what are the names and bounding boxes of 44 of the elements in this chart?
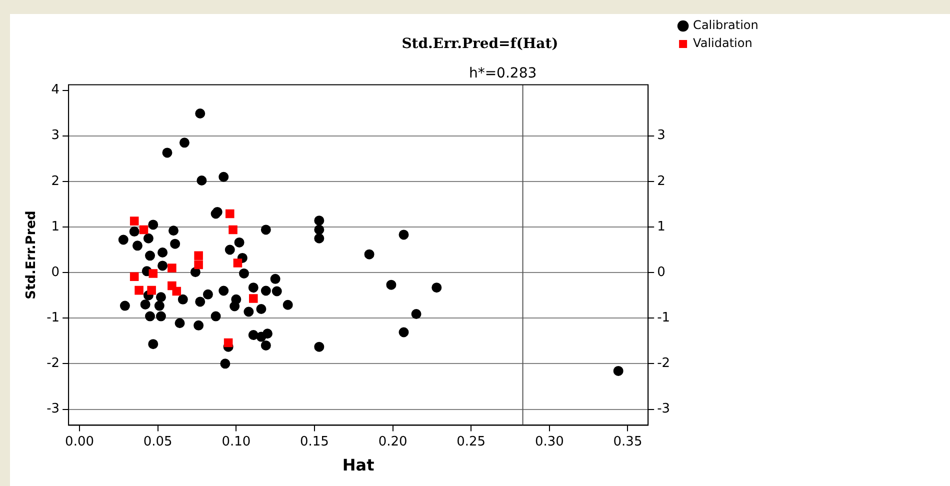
point [139,225,148,234]
point [130,272,139,282]
x-axis-title: Hat [342,456,375,475]
x-tick-label: 0.10 [222,434,251,450]
point [194,260,203,270]
x-tick-label: 0.05 [143,434,172,450]
y2-tick-label: -2 [657,356,670,372]
y2-tick-label: -1 [657,310,670,326]
y-tick-label: 4 [51,82,60,98]
point [172,286,182,296]
y-tick-label: -1 [46,310,60,326]
point [134,286,144,295]
y-tick-label: 1 [51,219,60,234]
point [228,225,238,234]
y-tick-label: 2 [51,174,60,189]
chart-title: Std.Err.Pred=f(Hat) [402,36,558,52]
point [148,269,158,278]
x-tick-label: 0.25 [456,434,486,450]
x-tick-label: 0.35 [613,434,642,450]
legend-label: Validation [693,36,924,50]
y2-tick-label: 2 [657,174,666,189]
point [249,294,258,303]
point [168,264,176,272]
point [194,251,203,260]
x-tick-label: 0.00 [65,434,94,450]
y-tick-label: 3 [51,128,60,144]
y2-tick-label: 3 [657,128,666,144]
y2-tick-label: 1 [657,219,666,234]
y-tick-label: -3 [46,402,60,417]
ref-line-label: h*=0.283 [468,65,537,82]
y-axis-title: Std.Err.Pred [24,210,40,300]
y-tick-label: -2 [46,356,60,372]
x-tick-label: 0.30 [534,434,564,450]
y2-tick-label: 0 [657,264,666,280]
point [224,338,233,348]
point [226,209,234,218]
x-tick-label: 0.15 [300,434,329,450]
point [130,216,139,226]
x-tick-label: 0.20 [378,434,408,450]
y2-tick-label: -3 [657,402,670,417]
y-tick-label: 0 [51,264,60,280]
point [233,258,242,268]
legend-label: Calibration [693,18,930,32]
point [147,286,156,295]
